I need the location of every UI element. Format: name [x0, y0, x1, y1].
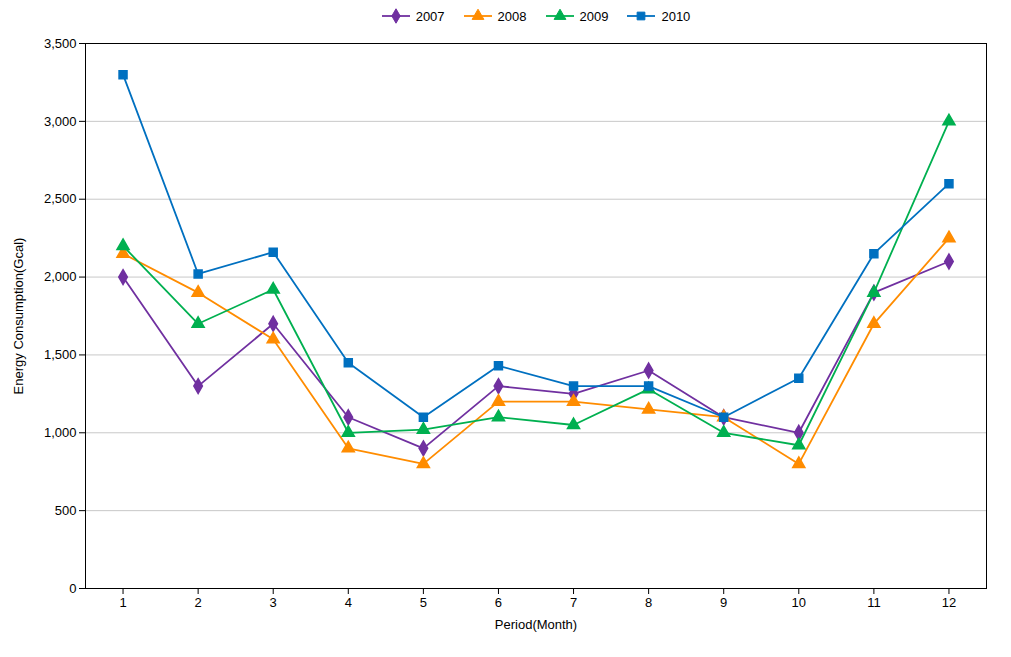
svg-text:1: 1 — [119, 595, 126, 610]
svg-text:12: 12 — [942, 595, 956, 610]
html-text:2008: 2008 — [497, 8, 527, 24]
svg-text:1,500: 1,500 — [44, 347, 77, 362]
svg-text:0: 0 — [69, 581, 76, 596]
svg-text:5: 5 — [420, 595, 427, 610]
svg-text:3,000: 3,000 — [44, 114, 77, 129]
svg-text:9: 9 — [720, 595, 727, 610]
svg-text:2,000: 2,000 — [44, 269, 77, 284]
svg-text:4: 4 — [345, 595, 352, 610]
svg-text:2,500: 2,500 — [44, 191, 77, 206]
svg-text:2: 2 — [195, 595, 202, 610]
svg-text:8: 8 — [645, 595, 652, 610]
svg-text:Period(Month): Period(Month) — [495, 617, 577, 632]
svg-text:Energy Consumption(Gcal): Energy Consumption(Gcal) — [11, 238, 26, 395]
html-text:2010: 2010 — [661, 8, 691, 24]
html-text:2009: 2009 — [579, 8, 609, 24]
svg-text:3,500: 3,500 — [44, 36, 77, 51]
svg-text:10: 10 — [792, 595, 806, 610]
svg-text:3: 3 — [270, 595, 277, 610]
svg-text:1,000: 1,000 — [44, 425, 77, 440]
svg-text:7: 7 — [570, 595, 577, 610]
svg-text:11: 11 — [867, 595, 881, 610]
svg-text:500: 500 — [55, 503, 77, 518]
svg-text:6: 6 — [495, 595, 502, 610]
html-text:2007: 2007 — [415, 8, 445, 24]
